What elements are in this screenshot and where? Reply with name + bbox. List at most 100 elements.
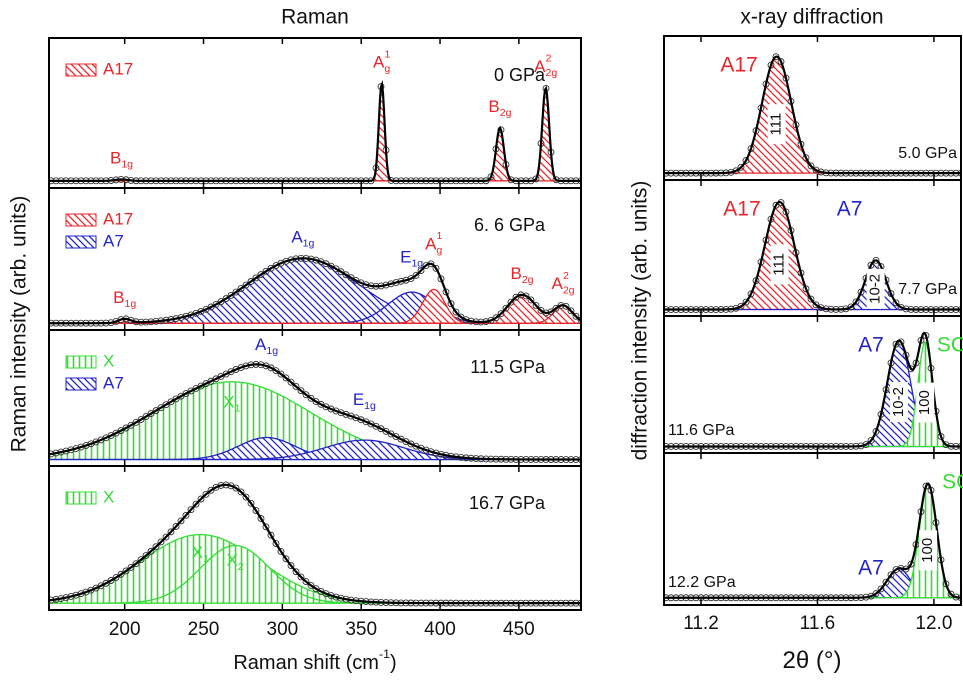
hkl-box bbox=[866, 268, 885, 309]
data-point bbox=[162, 533, 170, 541]
x-tick-label: 11.2 bbox=[683, 613, 719, 634]
peak-label-sup: 2 bbox=[563, 270, 569, 282]
x-tick-label: 400 bbox=[424, 619, 456, 640]
data-point bbox=[572, 312, 580, 320]
data-point bbox=[887, 290, 895, 298]
hkl-box bbox=[767, 104, 786, 145]
data-point bbox=[297, 573, 305, 581]
data-point bbox=[302, 391, 310, 399]
x-axis-label-main: 2θ (°) bbox=[783, 647, 842, 674]
pressure-label: 11.5 GPa bbox=[470, 357, 546, 377]
fit-sum bbox=[664, 200, 961, 311]
data-point bbox=[152, 407, 160, 415]
data-point bbox=[292, 568, 300, 576]
data-point bbox=[167, 528, 175, 536]
x-tick-label: 250 bbox=[188, 619, 220, 640]
data-point bbox=[332, 265, 340, 273]
peak-label-sub: 1g bbox=[364, 400, 376, 412]
x-axis-label: Raman shift (cm-1) bbox=[233, 647, 396, 674]
data-point bbox=[277, 370, 285, 378]
data-point bbox=[412, 271, 420, 279]
panel bbox=[49, 360, 581, 463]
panel bbox=[664, 53, 961, 177]
data-point bbox=[137, 556, 145, 564]
data-point bbox=[252, 507, 260, 515]
peak-label-sub: 1g bbox=[124, 298, 136, 310]
data-point bbox=[892, 566, 900, 574]
peak-label: B2g bbox=[510, 264, 533, 285]
data-point bbox=[132, 560, 140, 568]
data-point bbox=[507, 298, 515, 306]
peak-label-main: B bbox=[510, 264, 521, 283]
data-point bbox=[417, 267, 425, 274]
fit-sum bbox=[49, 483, 581, 605]
data-point bbox=[872, 590, 880, 598]
fit-sum bbox=[664, 331, 961, 448]
data-point bbox=[852, 298, 860, 306]
data-point bbox=[577, 316, 581, 324]
peak-label-main: A bbox=[291, 228, 303, 247]
panel bbox=[49, 254, 581, 327]
x-axis-label-sup: -1 bbox=[379, 647, 390, 661]
data-point bbox=[237, 488, 245, 496]
pressure-label: 6. 6 GPa bbox=[474, 215, 546, 235]
pressure-label: 11.6 GPa bbox=[668, 422, 735, 439]
peak-label-main: B bbox=[110, 149, 121, 168]
data-point bbox=[432, 264, 440, 272]
x-axis-label-main: Raman shift (cm bbox=[233, 652, 379, 674]
peak-label: B1g bbox=[113, 288, 136, 309]
data-point bbox=[747, 290, 755, 298]
data-point bbox=[137, 416, 145, 423]
data-point bbox=[287, 378, 295, 386]
fit-sum bbox=[49, 257, 581, 325]
data-point bbox=[807, 295, 815, 303]
fit-sum bbox=[664, 482, 961, 599]
peak-label: Ag 1 bbox=[425, 230, 442, 256]
hkl-box bbox=[916, 382, 935, 423]
data-point bbox=[947, 590, 955, 598]
peak-label: B1g bbox=[110, 149, 133, 170]
panel-frame bbox=[48, 465, 582, 611]
data-point bbox=[247, 499, 255, 507]
data-point bbox=[892, 299, 900, 307]
hkl-label: 10-2 bbox=[867, 274, 884, 304]
data-point bbox=[777, 58, 785, 66]
peak-label: X2 bbox=[226, 551, 243, 572]
data-point bbox=[447, 300, 455, 308]
fit-sum bbox=[49, 363, 581, 461]
peak-label-main: B bbox=[113, 288, 124, 307]
peak-label-main: A bbox=[373, 53, 385, 72]
data-point bbox=[287, 562, 295, 570]
hkl-label: 100 bbox=[919, 538, 936, 563]
pressure-label: 7.7 GPa bbox=[898, 281, 957, 298]
peak-label: X1 bbox=[223, 393, 240, 414]
fit-sum bbox=[664, 55, 961, 175]
phase-label: A17 bbox=[720, 54, 757, 77]
data-point bbox=[877, 585, 885, 593]
data-point bbox=[272, 540, 280, 547]
peak-label-sub: 2g bbox=[522, 274, 534, 286]
data-point bbox=[422, 262, 430, 269]
data-point bbox=[867, 437, 875, 445]
data-point bbox=[242, 493, 250, 501]
peak-component bbox=[49, 381, 581, 461]
chart-title: Raman bbox=[281, 6, 349, 29]
peak-label: X1 bbox=[192, 543, 209, 564]
data-point bbox=[157, 404, 165, 412]
x-axis-label-tail: ) bbox=[390, 652, 397, 674]
peak-label-sub: 2g bbox=[500, 107, 512, 119]
data-point bbox=[227, 291, 235, 299]
data-point bbox=[197, 495, 205, 503]
data-point bbox=[127, 421, 135, 429]
data-point bbox=[257, 515, 265, 522]
legend-swatch bbox=[65, 63, 97, 77]
data-point bbox=[312, 398, 320, 405]
data-point bbox=[172, 523, 180, 530]
data-point bbox=[882, 578, 890, 586]
data-point bbox=[567, 307, 575, 315]
hkl-box bbox=[770, 244, 789, 285]
x-axis-label: 2θ (°) bbox=[783, 647, 842, 674]
peak-label: E1g bbox=[400, 248, 423, 269]
hkl-label: 111 bbox=[771, 253, 788, 276]
peak-label-sub: 1g bbox=[121, 158, 133, 170]
